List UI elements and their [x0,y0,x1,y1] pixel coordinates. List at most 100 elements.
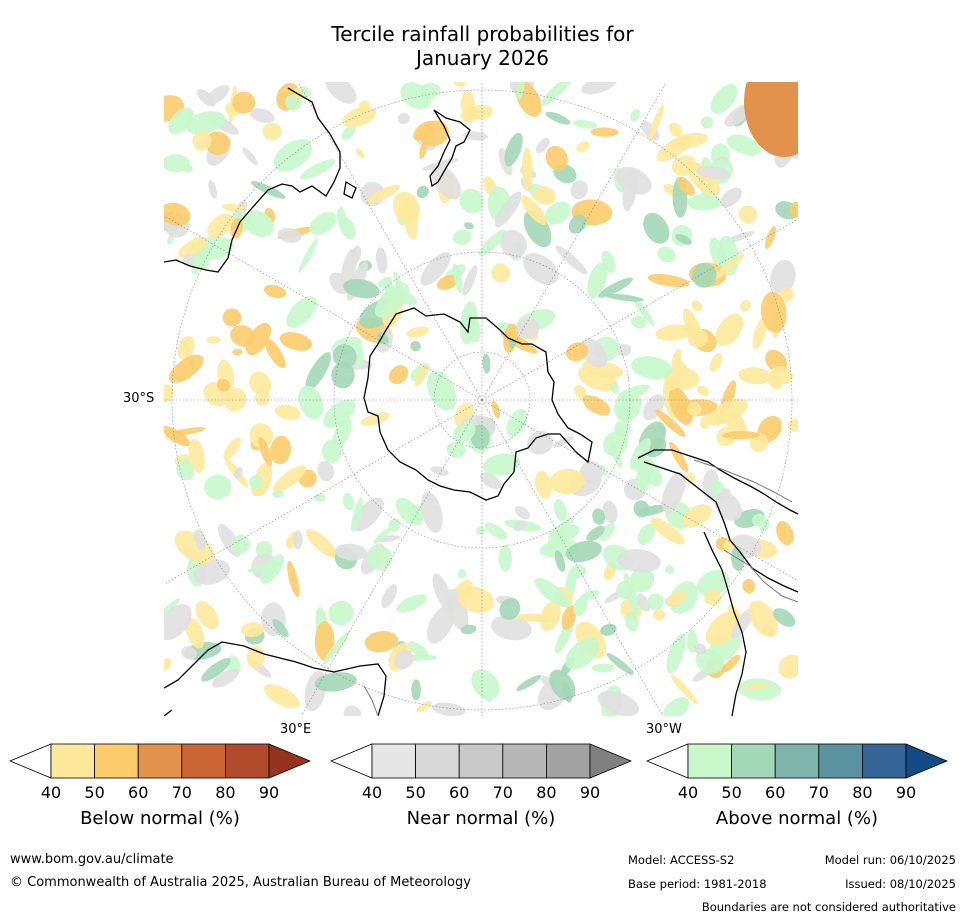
probability-patch [767,374,782,390]
probability-patch [779,286,794,303]
probability-patch [192,130,212,151]
probability-patch [606,653,634,675]
probability-patch [573,119,598,129]
probability-patch [544,201,571,225]
probability-patch [770,259,796,295]
probability-patch [515,613,559,623]
probability-patch [191,252,204,275]
probability-patch [167,234,175,245]
probability-patch [504,132,523,167]
antarctica-coast [363,307,593,501]
probability-patch [195,601,219,630]
colorbar-extend-low [646,743,689,779]
probability-patch [168,354,204,383]
probability-patch [341,248,358,287]
probability-patch [516,674,542,691]
probability-patch [274,404,301,420]
probability-patch [670,132,709,149]
probability-patch [610,440,623,469]
colorbar-segment [224,743,270,779]
probability-patch [418,82,441,100]
probability-patch [720,187,742,208]
probability-patch [666,633,686,674]
probability-patch [397,112,410,125]
probability-patch [204,474,232,500]
probability-patch [343,279,380,299]
probability-patch [273,465,307,492]
probability-patch [201,658,231,682]
probability-patch [272,618,289,638]
probability-patch [317,460,335,482]
probability-patch [355,148,365,158]
footer-copyright: © Commonwealth of Australia 2025, Austra… [10,875,471,890]
probability-patch [245,322,271,356]
probability-patch [185,111,226,135]
probability-patch [351,497,363,533]
probability-patch [223,437,241,460]
probability-patch [230,325,256,347]
probability-patch [322,631,350,665]
probability-patch [506,409,528,437]
probability-patch [778,654,798,679]
probability-patch [402,197,418,240]
probability-patch [545,111,571,125]
probability-patch [582,395,611,416]
above-normal-title: Above normal (%) [715,808,879,829]
probability-patch [765,225,776,249]
colorbar-tick-label: 40 [40,783,62,802]
probability-patch [579,590,600,601]
probability-patch [263,284,287,299]
probability-patch [263,684,300,709]
colorbar-extend-high [905,743,948,779]
probability-patch [521,147,533,191]
colorbar-segment [502,743,547,779]
probability-patch [460,624,477,635]
probability-patch [461,310,481,343]
probability-patch [591,663,615,673]
probability-patch [711,398,748,424]
probability-patch [670,674,698,705]
probability-patch [675,234,692,245]
probability-patch [623,573,639,615]
colorbar-segment [818,743,863,779]
probability-patch [647,273,690,288]
colorbar-tick-label: 60 [128,783,149,802]
latitude-label-30s: 30°S [123,391,155,406]
probability-patch [491,400,501,419]
colorbar-tick-label: 50 [721,783,742,802]
probability-patch [432,702,466,716]
probability-patch [431,164,462,200]
probability-patch [453,82,466,87]
footer-model: Model: ACCESS-S2 [628,853,735,867]
probability-patch [364,631,398,653]
probability-patch [748,600,778,637]
probability-patch [598,277,633,298]
probability-patch [677,176,695,196]
probability-patch [205,84,230,106]
probability-patch [696,166,731,180]
probability-patch [637,523,656,546]
probability-patch [643,212,670,244]
probability-patch [314,493,326,502]
probability-patch [547,517,575,539]
probability-patch [178,236,208,258]
colorbar-tick-label: 40 [677,783,699,802]
probability-patch [374,282,410,318]
probability-patch [240,622,264,638]
probability-patch [287,560,300,598]
below-normal-title: Below normal (%) [80,808,240,829]
footer-url: www.bom.gov.au/climate [10,852,174,867]
probability-patch [721,488,731,496]
probability-patch [554,550,566,573]
colorbar-segment [687,743,732,779]
colorbar-segment [458,743,504,779]
probability-patch [614,389,636,421]
footer-model-run: Model run: 06/10/2025 [824,853,956,867]
probability-patch [545,145,568,171]
probability-patch [285,94,299,111]
coastlines [164,87,798,716]
probability-patch [671,349,682,371]
probability-patch [205,131,230,156]
probability-patch [600,623,617,636]
probability-patch [479,472,502,490]
